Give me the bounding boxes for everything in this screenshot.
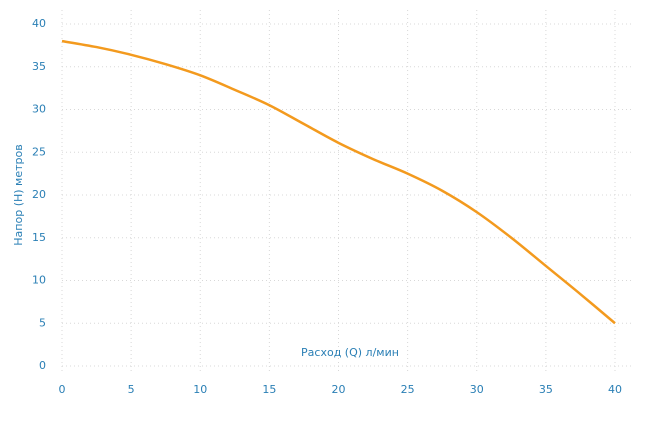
y-tick-label: 0 <box>39 359 46 372</box>
x-tick-label: 20 <box>332 383 346 396</box>
x-axis-label: Расход (Q) л/мин <box>301 346 399 359</box>
x-tick-label: 10 <box>193 383 207 396</box>
x-tick-label: 40 <box>608 383 622 396</box>
x-tick-label: 5 <box>128 383 135 396</box>
y-tick-label: 25 <box>32 145 46 158</box>
y-tick-label: 20 <box>32 188 46 201</box>
x-tick-label: 30 <box>470 383 484 396</box>
y-tick-label: 15 <box>32 231 46 244</box>
y-tick-label: 40 <box>32 17 46 30</box>
y-tick-label: 10 <box>32 274 46 287</box>
x-tick-label: 35 <box>539 383 553 396</box>
y-tick-label: 35 <box>32 60 46 73</box>
y-tick-label: 5 <box>39 316 46 329</box>
x-tick-label: 25 <box>401 383 415 396</box>
y-axis-label: Напор (H) метров <box>12 144 25 245</box>
x-tick-label: 15 <box>262 383 276 396</box>
y-tick-label: 30 <box>32 103 46 116</box>
line-series <box>61 39 616 325</box>
x-tick-label: 0 <box>59 383 66 396</box>
